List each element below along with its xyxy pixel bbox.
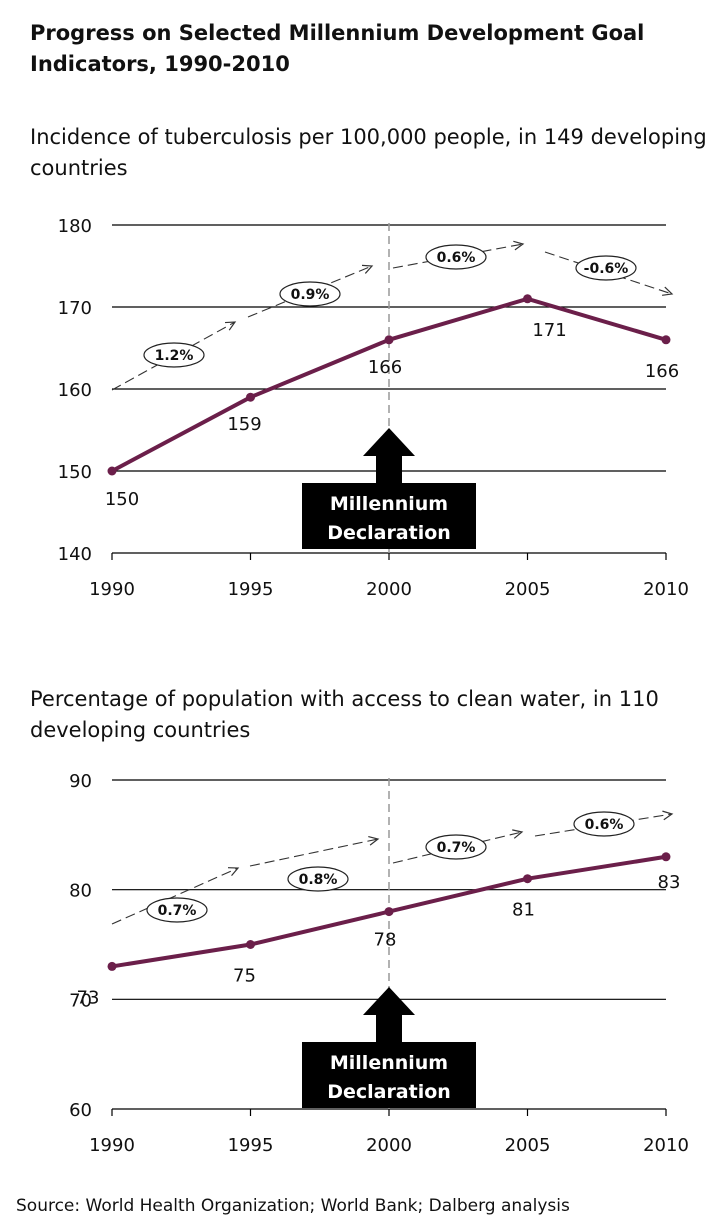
data-point: [384, 907, 394, 917]
chart-2-title: Percentage of population with access to …: [30, 687, 659, 742]
data-point: [384, 335, 394, 345]
data-point: [523, 874, 532, 884]
millennium-label-line1: Millennium: [330, 1052, 448, 1074]
data-label: 78: [374, 930, 397, 951]
x-tick-label: 2000: [366, 579, 412, 600]
data-label: 171: [532, 320, 566, 341]
rate-arrow-line: [249, 838, 379, 867]
millennium-arrow: [363, 987, 415, 1043]
rate-pill: [573, 811, 635, 837]
rate-label: 1.2%: [155, 348, 194, 364]
x-tick-label: 1995: [228, 579, 274, 600]
data-label: 159: [227, 414, 261, 435]
x-tick-label: 1995: [228, 1135, 274, 1156]
millennium-label-line2: Declaration: [327, 1081, 451, 1103]
y-tick-label: 60: [69, 1100, 92, 1121]
y-tick-label: 70: [69, 990, 92, 1011]
chart-1-title: Incidence of tuberculosis per 100,000 pe…: [30, 125, 707, 180]
millennium-box: [302, 1042, 476, 1108]
x-tick-label: 2010: [643, 579, 689, 600]
tuberculosis-chart: 140 150 160 170 180 1990 1995 2000 2005 2010 1.2% 0…: [58, 216, 689, 600]
data-point: [523, 294, 532, 304]
x-tick-label: 2005: [505, 1135, 551, 1156]
rate-pill: [279, 281, 341, 307]
rate-label: 0.6%: [437, 250, 476, 266]
x-tick-label: 1990: [89, 1135, 135, 1156]
rate-label: 0.9%: [291, 287, 330, 303]
data-point: [661, 852, 671, 862]
y-tick-label: 150: [58, 462, 92, 483]
data-point: [246, 940, 255, 949]
x-tick-label: 1990: [89, 579, 135, 600]
rate-pill: [143, 342, 205, 368]
rate-arrow-head: [662, 286, 674, 296]
rate-arrow-line: [111, 321, 236, 391]
data-point: [661, 335, 671, 345]
data-label: 75: [233, 966, 256, 987]
rate-label: -0.6%: [584, 261, 629, 277]
millennium-label-line2: Declaration: [327, 522, 451, 544]
rate-label: 0.6%: [585, 817, 624, 833]
rate-pill: [287, 866, 349, 892]
x-tick-label: 2005: [505, 579, 551, 600]
source-note: Source: World Health Organization; World…: [16, 1196, 570, 1216]
millennium-box: [302, 483, 476, 549]
x-tick-label: 2000: [366, 1135, 412, 1156]
rate-arrow-head: [512, 829, 524, 839]
rate-label: 0.7%: [437, 840, 476, 856]
data-point: [107, 961, 117, 971]
y-tick-label: 90: [69, 771, 92, 792]
millennium-label-line1: Millennium: [330, 493, 448, 515]
rate-arrow-head: [368, 836, 380, 846]
rate-arrow-line: [111, 867, 239, 925]
rate-arrow-head: [224, 321, 237, 331]
rate-arrow-head: [513, 240, 525, 251]
rate-arrow-head: [227, 867, 240, 877]
data-point: [107, 466, 117, 476]
millennium-arrow: [363, 428, 415, 484]
y-tick-label: 80: [69, 881, 92, 902]
rate-arrow-head: [361, 264, 374, 274]
rate-pill: [575, 255, 637, 281]
data-label: 83: [658, 872, 681, 893]
y-tick-label: 180: [58, 216, 92, 237]
y-tick-label: 160: [58, 380, 92, 401]
y-tick-label: 140: [58, 544, 92, 565]
data-label: 166: [368, 357, 402, 378]
rate-label: 0.8%: [299, 872, 338, 888]
data-label: 166: [645, 361, 679, 382]
data-label: 73: [77, 987, 100, 1008]
rate-arrow-head: [662, 810, 674, 821]
x-tick-label: 2010: [643, 1135, 689, 1156]
rate-label: 0.7%: [158, 903, 197, 919]
data-label: 81: [512, 900, 535, 921]
y-tick-label: 170: [58, 298, 92, 319]
rate-pill: [425, 244, 487, 270]
data-label: 150: [105, 489, 139, 510]
rate-pill: [146, 897, 208, 923]
page-title: Progress on Selected Millennium Developm…: [30, 21, 645, 76]
rate-pill: [425, 834, 487, 860]
data-point: [246, 392, 255, 402]
clean-water-chart: 60 70 80 90 1990 1995 2000 2005 2010 0.7% 0.8% 0.7%…: [69, 771, 689, 1156]
